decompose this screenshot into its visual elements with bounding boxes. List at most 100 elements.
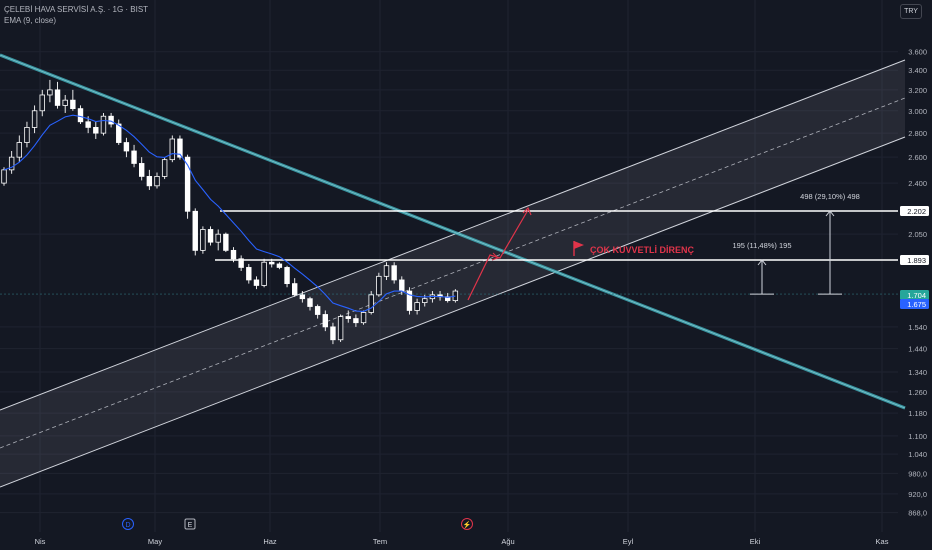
candle xyxy=(322,310,328,332)
measure-arrow xyxy=(825,210,835,217)
candle xyxy=(253,276,260,290)
price-measures[interactable]: 498 (29,10%) 498 195 (11,48%) 195 xyxy=(732,192,860,295)
x-tick-label: Nis xyxy=(35,537,46,546)
candle xyxy=(284,265,290,288)
candle-body xyxy=(368,294,374,313)
measure-label: 498 (29,10%) 498 xyxy=(800,192,860,201)
price-tag xyxy=(900,255,929,265)
candle-body xyxy=(207,229,214,243)
time-axis[interactable]: Nis May Haz Tem Ağu Eyl Eki Kas xyxy=(35,537,889,546)
candle-body xyxy=(184,156,191,212)
candle-body xyxy=(307,298,313,307)
candle-body xyxy=(16,142,22,158)
candle-body xyxy=(200,229,206,251)
candle xyxy=(39,89,45,117)
symbol-title: ÇELEBİ HAVA SERVİSİ A.Ş. · 1G · BIST xyxy=(4,5,149,14)
candle-body xyxy=(70,99,76,110)
x-tick-label: Haz xyxy=(263,537,277,546)
y-tick-label: 980,0 xyxy=(908,469,927,478)
candle-body xyxy=(406,290,413,311)
ema-line xyxy=(3,114,456,312)
candle-body xyxy=(146,176,153,187)
event-marker xyxy=(461,518,473,530)
event-markers[interactable]: D E ⚡ xyxy=(122,518,473,530)
candle-body xyxy=(261,261,267,286)
y-tick-label: 2.800 xyxy=(908,129,927,138)
y-tick-label: 1.180 xyxy=(908,409,927,418)
horizontal-levels[interactable] xyxy=(0,210,898,295)
candle-body xyxy=(383,265,390,277)
candle-body xyxy=(230,249,237,260)
candle xyxy=(330,322,336,345)
candle xyxy=(391,262,397,284)
candle xyxy=(230,247,237,263)
candle xyxy=(1,167,7,186)
candle xyxy=(414,298,420,315)
candle-body xyxy=(77,108,84,123)
ema-polyline xyxy=(3,114,456,312)
event-marker xyxy=(122,518,134,530)
descending-trendline[interactable] xyxy=(0,53,906,410)
candle-body xyxy=(116,123,122,143)
price-axis[interactable]: 3.600 3.400 3.200 3.000 2.800 2.600 2.400 2.050… xyxy=(900,48,929,518)
price-tag-label: 2.202 xyxy=(907,207,926,216)
candle xyxy=(207,226,214,246)
candle-body xyxy=(24,127,30,143)
candle-body xyxy=(414,302,420,311)
x-tick-label: Eki xyxy=(750,537,761,546)
y-tick-label: 1.040 xyxy=(908,450,927,459)
projection-arrowhead xyxy=(522,206,532,216)
candle-body xyxy=(138,163,145,177)
candle-body xyxy=(8,156,15,171)
candle xyxy=(138,157,145,181)
candle xyxy=(47,79,53,103)
y-tick-label: 2.600 xyxy=(908,153,927,162)
x-tick-label: May xyxy=(148,537,162,546)
measure-arrow xyxy=(757,259,767,266)
candle-body xyxy=(238,258,244,268)
resistance-annotation[interactable]: ÇOK KUVVETLİ DİRENÇ xyxy=(573,241,695,256)
y-tick-label: 868,0 xyxy=(908,509,927,518)
annotation-text: ÇOK KUVVETLİ DİRENÇ xyxy=(590,245,695,255)
projection-arrows[interactable] xyxy=(467,206,532,301)
price-tag xyxy=(900,299,929,309)
indicator-label[interactable]: EMA (9, close) xyxy=(4,16,57,25)
channel-upper-line xyxy=(0,59,906,411)
candle xyxy=(100,112,107,136)
candle-body xyxy=(314,306,321,315)
candle-body xyxy=(54,89,61,106)
candle xyxy=(177,135,183,160)
price-tag xyxy=(900,206,929,216)
candle-body xyxy=(215,233,221,243)
price-tag-label: 1.675 xyxy=(907,300,926,309)
candle-body xyxy=(131,150,137,164)
candle-body xyxy=(337,316,344,341)
candle-body xyxy=(31,110,38,128)
candle-body xyxy=(276,263,283,268)
candle xyxy=(360,310,367,325)
candle-body xyxy=(161,159,168,177)
candle xyxy=(383,262,390,280)
price-tag-label: 1.893 xyxy=(907,256,926,265)
candle xyxy=(353,314,359,327)
candle-body xyxy=(39,94,45,112)
trendline-core xyxy=(0,54,906,409)
candle xyxy=(276,262,283,270)
candle-body xyxy=(322,314,328,328)
ascending-channel[interactable] xyxy=(0,59,906,488)
candle xyxy=(215,229,221,251)
y-tick-label: 920,0 xyxy=(908,490,927,499)
candle-body xyxy=(360,312,367,324)
y-tick-label: 1.340 xyxy=(908,368,927,377)
y-tick-label: 3.600 xyxy=(908,48,927,57)
candle xyxy=(299,291,306,303)
candle xyxy=(200,226,206,254)
candle-body xyxy=(299,294,306,300)
candle-body xyxy=(253,279,260,286)
candle-body xyxy=(399,279,405,292)
candle xyxy=(269,258,275,268)
candle-body xyxy=(192,210,198,251)
currency-button[interactable]: TRY xyxy=(900,4,922,19)
candle xyxy=(70,89,76,111)
